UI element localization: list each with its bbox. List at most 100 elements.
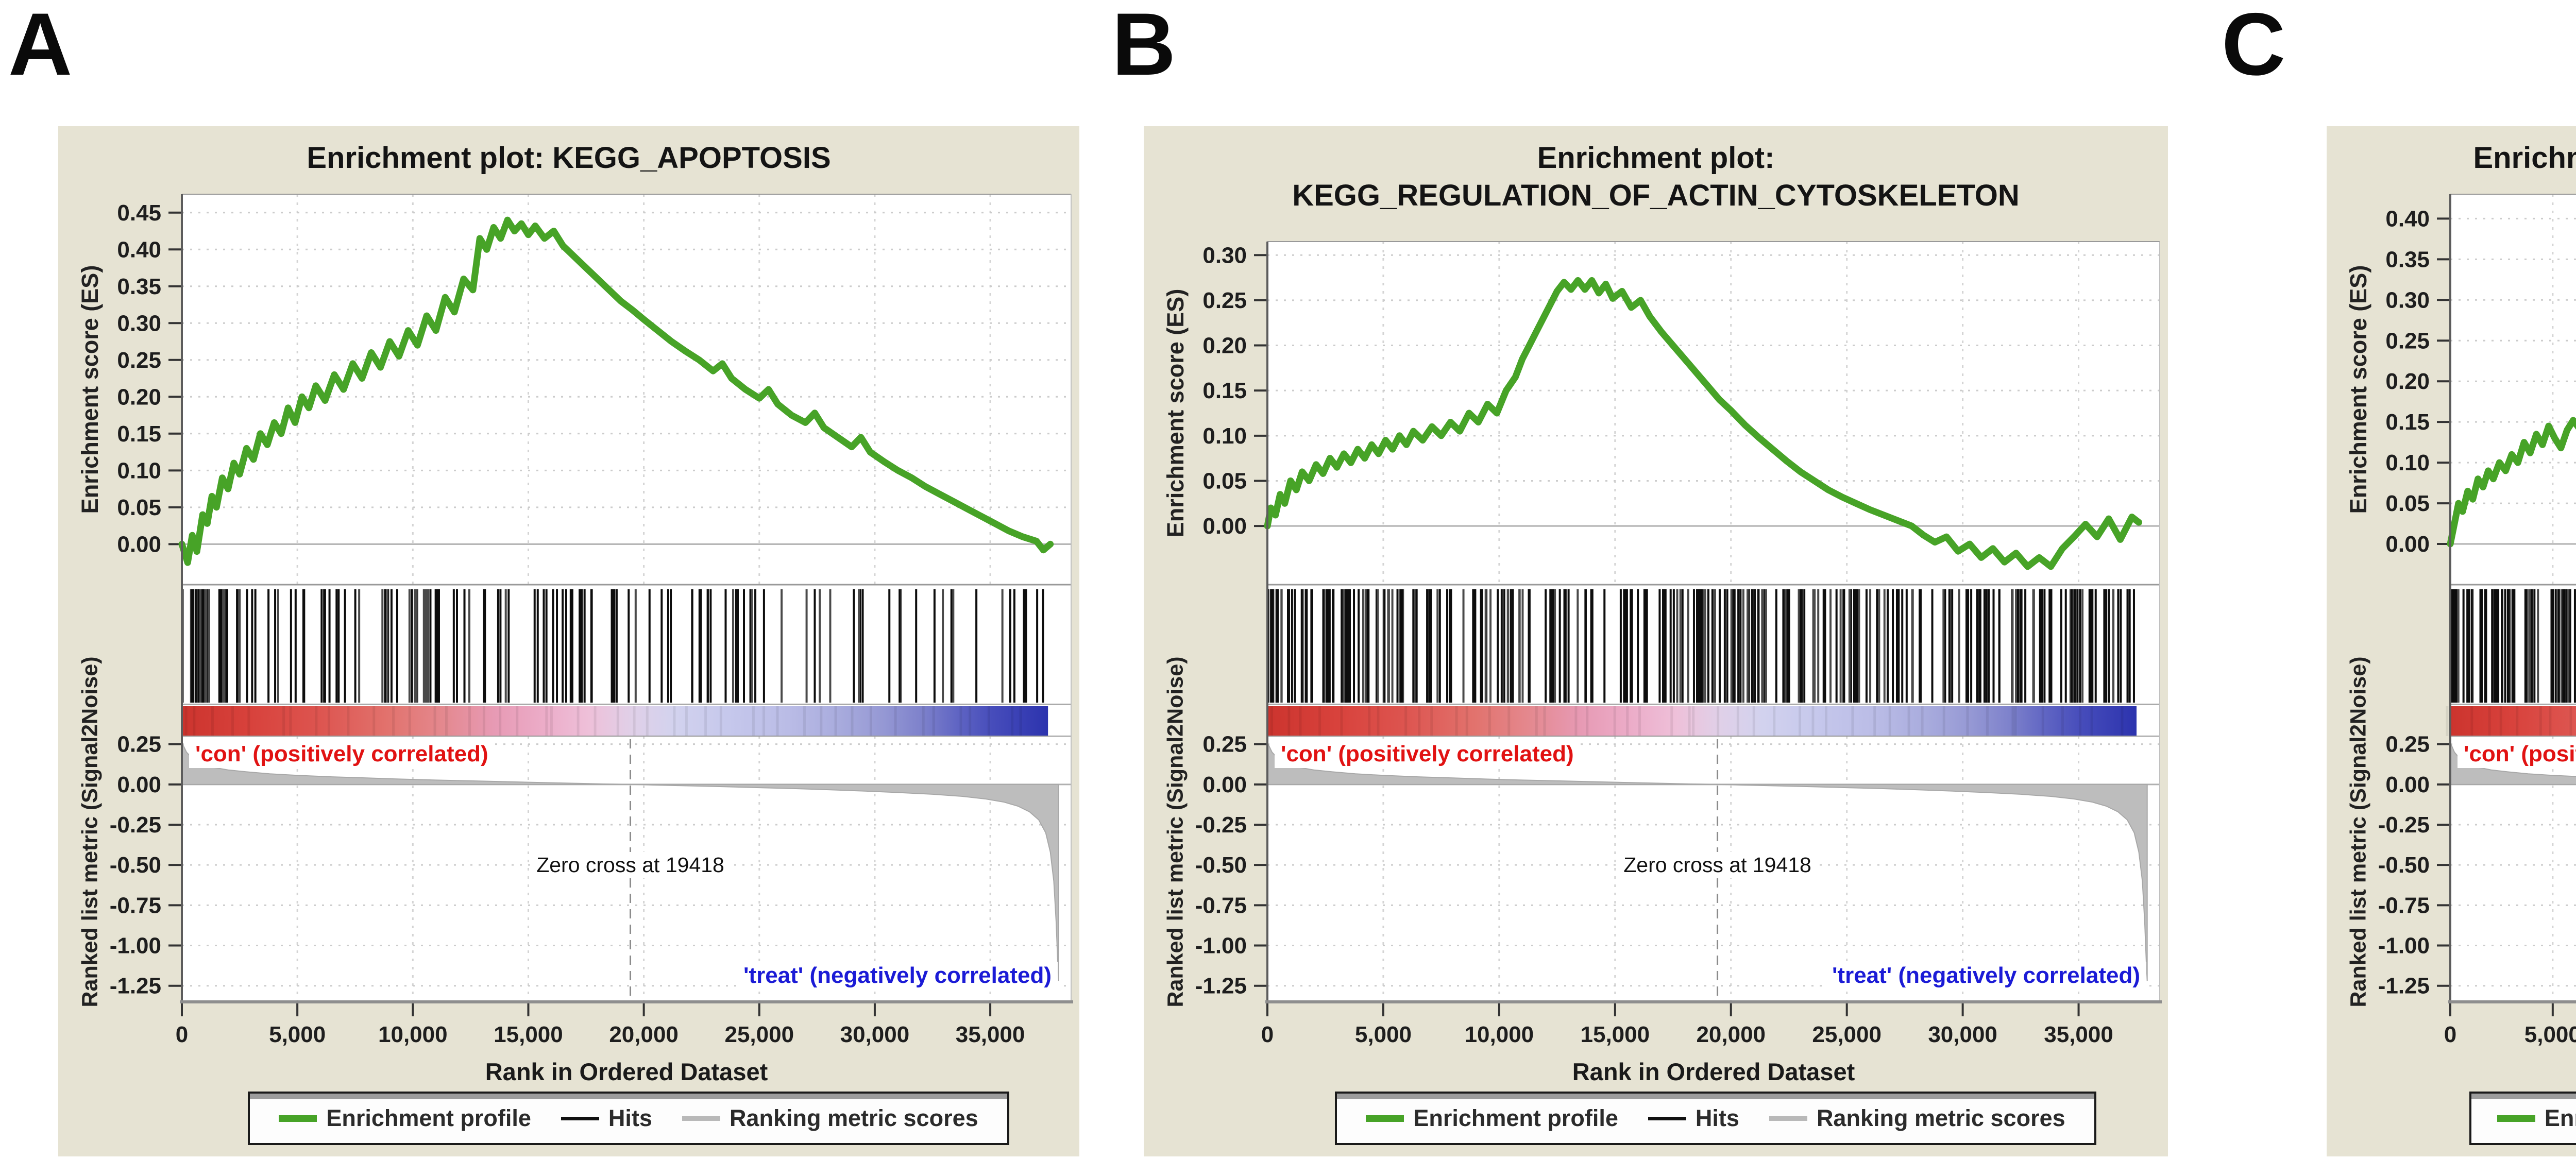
x-axis-label: Rank in Ordered Dataset — [1572, 1058, 1855, 1085]
svg-text:30,000: 30,000 — [1928, 1022, 1997, 1047]
svg-text:10,000: 10,000 — [1465, 1022, 1534, 1047]
gsea-chart-svg: 0.00 0.05 0.10 0.15 0.20 0.25 0.30 0.35 0.40 0.45… — [110, 194, 1073, 1047]
svg-text:0.30: 0.30 — [117, 311, 161, 336]
enrichment-profile-line-icon — [1366, 1115, 1404, 1122]
svg-text:-0.75: -0.75 — [110, 893, 161, 918]
svg-text:25,000: 25,000 — [724, 1022, 794, 1047]
svg-text:-0.75: -0.75 — [1195, 893, 1247, 918]
svg-text:0.10: 0.10 — [2385, 450, 2430, 475]
svg-text:0.00: 0.00 — [2385, 772, 2430, 797]
svg-text:0.10: 0.10 — [117, 458, 161, 483]
zero-cross-annotation: Zero cross at 19418 — [530, 852, 731, 878]
ranked-axis-label: Ranked list metric (Signal2Noise) — [77, 656, 103, 1008]
legend: Enrichment profile Hits Ranking metric s… — [248, 1092, 1009, 1145]
legend-label: Enrichment profile — [2544, 1105, 2576, 1131]
svg-text:0.20: 0.20 — [1202, 333, 1247, 359]
gsea-chart-svg: 0.00 0.05 0.10 0.15 0.20 0.25 0.30 0.35 0.40 0.25… — [2378, 194, 2576, 1047]
svg-text:0.40: 0.40 — [2385, 206, 2430, 231]
svg-text:0.45: 0.45 — [117, 200, 161, 226]
enrichment-plot-panel: Enrichment plot: KEGG_FOCAL_ADHESION 0.0… — [2327, 126, 2576, 1156]
svg-text:-0.25: -0.25 — [1195, 812, 1247, 838]
hits-line-icon — [561, 1116, 599, 1120]
legend-label: Enrichment profile — [326, 1105, 531, 1131]
ranking-metric-line-icon — [1769, 1116, 1807, 1121]
legend-item-ranking-metric: Ranking metric scores — [682, 1105, 978, 1132]
con-positive-annotation: 'con' (positively correlated) — [189, 740, 495, 768]
svg-text:0: 0 — [176, 1022, 188, 1047]
svg-text:0.10: 0.10 — [1202, 423, 1247, 449]
svg-text:0: 0 — [1261, 1022, 1274, 1047]
svg-text:0.25: 0.25 — [1202, 288, 1247, 313]
svg-text:-0.50: -0.50 — [1195, 853, 1247, 878]
es-axis-label: Enrichment score (ES) — [77, 265, 103, 514]
svg-text:5,000: 5,000 — [2524, 1022, 2576, 1047]
legend-label: Hits — [1695, 1105, 1739, 1131]
svg-text:-0.50: -0.50 — [110, 853, 161, 878]
es-axis-label: Enrichment score (ES) — [2345, 265, 2371, 514]
hits-line-icon — [1648, 1116, 1686, 1120]
enrichment-profile-line-icon — [2497, 1115, 2535, 1122]
svg-text:0.35: 0.35 — [117, 274, 161, 299]
x-axis-label: Rank in Ordered Dataset — [485, 1058, 768, 1085]
legend-top-strip — [1337, 1094, 2094, 1099]
svg-text:-1.25: -1.25 — [110, 974, 161, 999]
svg-text:-1.25: -1.25 — [1195, 974, 1247, 999]
con-positive-annotation: 'con' (positively correlated) — [1275, 740, 1580, 768]
svg-text:0.35: 0.35 — [2385, 247, 2430, 272]
svg-text:20,000: 20,000 — [1696, 1022, 1766, 1047]
svg-text:35,000: 35,000 — [2044, 1022, 2113, 1047]
plot-title: Enrichment plot: KEGG_FOCAL_ADHESION — [2473, 141, 2576, 175]
svg-text:5,000: 5,000 — [269, 1022, 326, 1047]
legend-label: Ranking metric scores — [1816, 1105, 2065, 1131]
legend-item-hits: Hits — [1648, 1105, 1739, 1132]
svg-text:0.25: 0.25 — [1202, 732, 1247, 757]
svg-text:10,000: 10,000 — [378, 1022, 448, 1047]
svg-text:0.25: 0.25 — [2385, 328, 2430, 353]
svg-text:0.00: 0.00 — [2385, 532, 2430, 557]
plot-title: Enrichment plot: KEGG_APOPTOSIS — [307, 141, 831, 175]
svg-text:0.00: 0.00 — [1202, 514, 1247, 539]
svg-text:30,000: 30,000 — [840, 1022, 910, 1047]
legend-item-enrichment-profile: Enrichment profile — [1366, 1105, 1618, 1132]
enrichment-profile-line-icon — [279, 1115, 317, 1122]
svg-text:0.20: 0.20 — [117, 384, 161, 410]
svg-text:-1.00: -1.00 — [1195, 933, 1247, 959]
svg-text:0.25: 0.25 — [117, 732, 161, 757]
svg-text:0.30: 0.30 — [2385, 287, 2430, 313]
svg-text:15,000: 15,000 — [1581, 1022, 1650, 1047]
figure-label-c: C — [2222, 0, 2286, 94]
svg-text:0.15: 0.15 — [2385, 410, 2430, 435]
con-positive-annotation: 'con' (positively correlated) — [2458, 740, 2576, 768]
svg-text:-0.50: -0.50 — [2378, 853, 2430, 878]
legend-top-strip — [250, 1094, 1007, 1099]
svg-text:0.25: 0.25 — [2385, 732, 2430, 757]
zero-cross-annotation: Zero cross at 19418 — [1617, 852, 1818, 878]
svg-text:-1.25: -1.25 — [2378, 974, 2430, 999]
svg-text:0.30: 0.30 — [1202, 243, 1247, 268]
legend: Enrichment profile Hits Ranking metric s… — [2469, 1092, 2576, 1145]
legend: Enrichment profile Hits Ranking metric s… — [1335, 1092, 2096, 1145]
ranked-axis-label: Ranked list metric (Signal2Noise) — [1163, 656, 1188, 1008]
legend-label: Ranking metric scores — [729, 1105, 978, 1131]
svg-text:0.00: 0.00 — [1202, 772, 1247, 797]
figure-label-b: B — [1112, 0, 1176, 94]
svg-text:0.15: 0.15 — [117, 421, 161, 447]
treat-negative-annotation: 'treat' (negatively correlated) — [737, 962, 1058, 990]
svg-text:35,000: 35,000 — [956, 1022, 1025, 1047]
svg-text:-0.75: -0.75 — [2378, 893, 2430, 918]
svg-text:5,000: 5,000 — [1355, 1022, 1412, 1047]
es-axis-label: Enrichment score (ES) — [1162, 288, 1189, 538]
legend-label: Enrichment profile — [1413, 1105, 1618, 1131]
plot-title: Enrichment plot: KEGG_REGULATION_OF_ACTI… — [1292, 141, 2020, 212]
svg-text:20,000: 20,000 — [609, 1022, 679, 1047]
figure-label-a: A — [8, 0, 73, 94]
svg-text:0.20: 0.20 — [2385, 369, 2430, 394]
legend-item-hits: Hits — [561, 1105, 652, 1132]
legend-item-enrichment-profile: Enrichment profile — [2497, 1105, 2576, 1132]
svg-text:0.25: 0.25 — [117, 348, 161, 373]
svg-text:0.05: 0.05 — [2385, 491, 2430, 516]
gsea-chart-svg: 0.00 0.05 0.10 0.15 0.20 0.25 0.30 0.25 0.00 -0.2… — [1195, 241, 2162, 1047]
svg-text:0.05: 0.05 — [1202, 468, 1247, 493]
svg-text:0.00: 0.00 — [117, 772, 161, 797]
svg-text:25,000: 25,000 — [1812, 1022, 1882, 1047]
